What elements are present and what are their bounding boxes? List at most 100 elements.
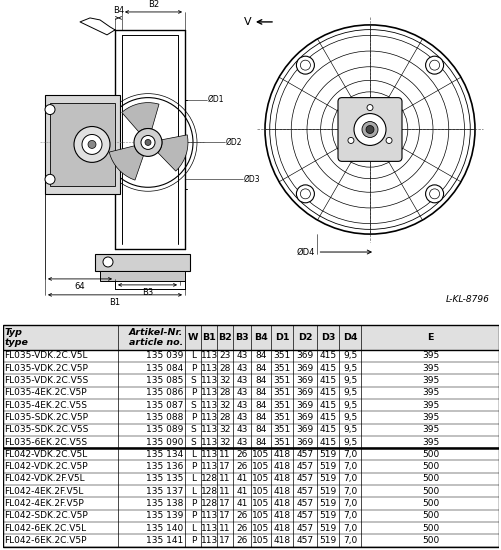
- Text: FL042-6EK.2C.V5P: FL042-6EK.2C.V5P: [5, 536, 87, 545]
- Text: B2: B2: [148, 0, 159, 9]
- Text: 135 138: 135 138: [146, 499, 183, 508]
- Text: 128: 128: [200, 475, 217, 483]
- Text: B1: B1: [109, 298, 120, 307]
- Text: 7,0: 7,0: [343, 475, 357, 483]
- Text: 135 086: 135 086: [146, 388, 183, 397]
- Circle shape: [366, 104, 372, 111]
- Text: 43: 43: [236, 388, 247, 397]
- Text: 351: 351: [273, 351, 290, 360]
- Text: B3: B3: [235, 333, 248, 342]
- Text: 105: 105: [252, 524, 269, 532]
- Text: 11: 11: [219, 475, 230, 483]
- Text: 395: 395: [421, 388, 438, 397]
- FancyBboxPatch shape: [337, 97, 401, 161]
- Text: B1: B1: [202, 333, 216, 342]
- Text: 415: 415: [319, 413, 336, 422]
- Text: 26: 26: [236, 462, 247, 471]
- Circle shape: [320, 80, 418, 179]
- Text: 26: 26: [236, 450, 247, 459]
- Text: 113: 113: [200, 450, 217, 459]
- Text: W: W: [188, 333, 198, 342]
- Text: 395: 395: [421, 425, 438, 434]
- Text: 105: 105: [252, 487, 269, 496]
- Text: S: S: [190, 425, 196, 434]
- Bar: [95, 254, 189, 271]
- Text: 418: 418: [273, 512, 290, 520]
- Text: FL035-4EK.2C.V5P: FL035-4EK.2C.V5P: [5, 388, 87, 397]
- Text: D3: D3: [320, 333, 335, 342]
- Text: FL042-4EK.2F.V5P: FL042-4EK.2F.V5P: [5, 499, 84, 508]
- Text: 84: 84: [255, 438, 266, 447]
- Text: 105: 105: [252, 499, 269, 508]
- Text: 135 084: 135 084: [146, 364, 183, 373]
- Text: Typ
type: Typ type: [5, 328, 29, 347]
- Text: 135 140: 135 140: [146, 524, 183, 532]
- Circle shape: [141, 135, 155, 150]
- Text: 41: 41: [236, 487, 247, 496]
- Text: 135 137: 135 137: [146, 487, 183, 496]
- Text: 418: 418: [273, 536, 290, 545]
- Text: 105: 105: [252, 512, 269, 520]
- Text: 519: 519: [319, 524, 336, 532]
- Text: B2: B2: [218, 333, 231, 342]
- Text: L: L: [190, 450, 195, 459]
- Text: 135 141: 135 141: [146, 536, 183, 545]
- Text: FL035-SDK.2C.V5P: FL035-SDK.2C.V5P: [5, 413, 88, 422]
- Text: 7,0: 7,0: [343, 499, 357, 508]
- Text: 415: 415: [319, 425, 336, 434]
- Circle shape: [347, 138, 353, 144]
- Text: 418: 418: [273, 487, 290, 496]
- Text: 113: 113: [200, 413, 217, 422]
- Text: P: P: [190, 413, 196, 422]
- Text: 26: 26: [236, 512, 247, 520]
- Text: D4: D4: [343, 333, 357, 342]
- Bar: [50, 103, 115, 186]
- Text: 135 134: 135 134: [146, 450, 183, 459]
- Text: 113: 113: [200, 388, 217, 397]
- Text: 113: 113: [200, 364, 217, 373]
- Text: 351: 351: [273, 364, 290, 373]
- Text: 113: 113: [200, 462, 217, 471]
- Text: 351: 351: [273, 388, 290, 397]
- Text: P: P: [190, 364, 196, 373]
- Text: S: S: [190, 438, 196, 447]
- Text: 43: 43: [236, 400, 247, 410]
- Text: 457: 457: [296, 475, 313, 483]
- Text: P: P: [190, 388, 196, 397]
- Text: 43: 43: [236, 413, 247, 422]
- Text: 113: 113: [200, 524, 217, 532]
- Text: 369: 369: [296, 438, 313, 447]
- Text: L: L: [190, 524, 195, 532]
- Text: 7,0: 7,0: [343, 450, 357, 459]
- Circle shape: [265, 25, 474, 234]
- Text: 418: 418: [273, 450, 290, 459]
- Text: 418: 418: [273, 475, 290, 483]
- Circle shape: [300, 189, 310, 199]
- Text: 369: 369: [296, 364, 313, 373]
- Circle shape: [365, 125, 373, 134]
- Circle shape: [275, 35, 463, 224]
- Text: 369: 369: [296, 400, 313, 410]
- Text: B4: B4: [113, 6, 124, 15]
- Text: 84: 84: [255, 364, 266, 373]
- Text: 500: 500: [421, 462, 438, 471]
- Text: 9,5: 9,5: [343, 425, 357, 434]
- Text: 135 139: 135 139: [146, 512, 183, 520]
- Text: 519: 519: [319, 536, 336, 545]
- Text: 17: 17: [219, 499, 230, 508]
- Text: 457: 457: [296, 462, 313, 471]
- Text: 43: 43: [236, 376, 247, 385]
- Text: P: P: [190, 536, 196, 545]
- Text: 418: 418: [273, 462, 290, 471]
- Text: 500: 500: [421, 450, 438, 459]
- Text: 32: 32: [219, 425, 230, 434]
- Text: 84: 84: [255, 413, 266, 422]
- Text: 7,0: 7,0: [343, 512, 357, 520]
- Text: 11: 11: [219, 450, 230, 459]
- Bar: [3, 325, 498, 350]
- Text: 135 090: 135 090: [146, 438, 183, 447]
- Text: 105: 105: [252, 536, 269, 545]
- Text: FL042-VDK.2C.V5L: FL042-VDK.2C.V5L: [5, 450, 88, 459]
- Text: 395: 395: [421, 364, 438, 373]
- Text: 113: 113: [200, 376, 217, 385]
